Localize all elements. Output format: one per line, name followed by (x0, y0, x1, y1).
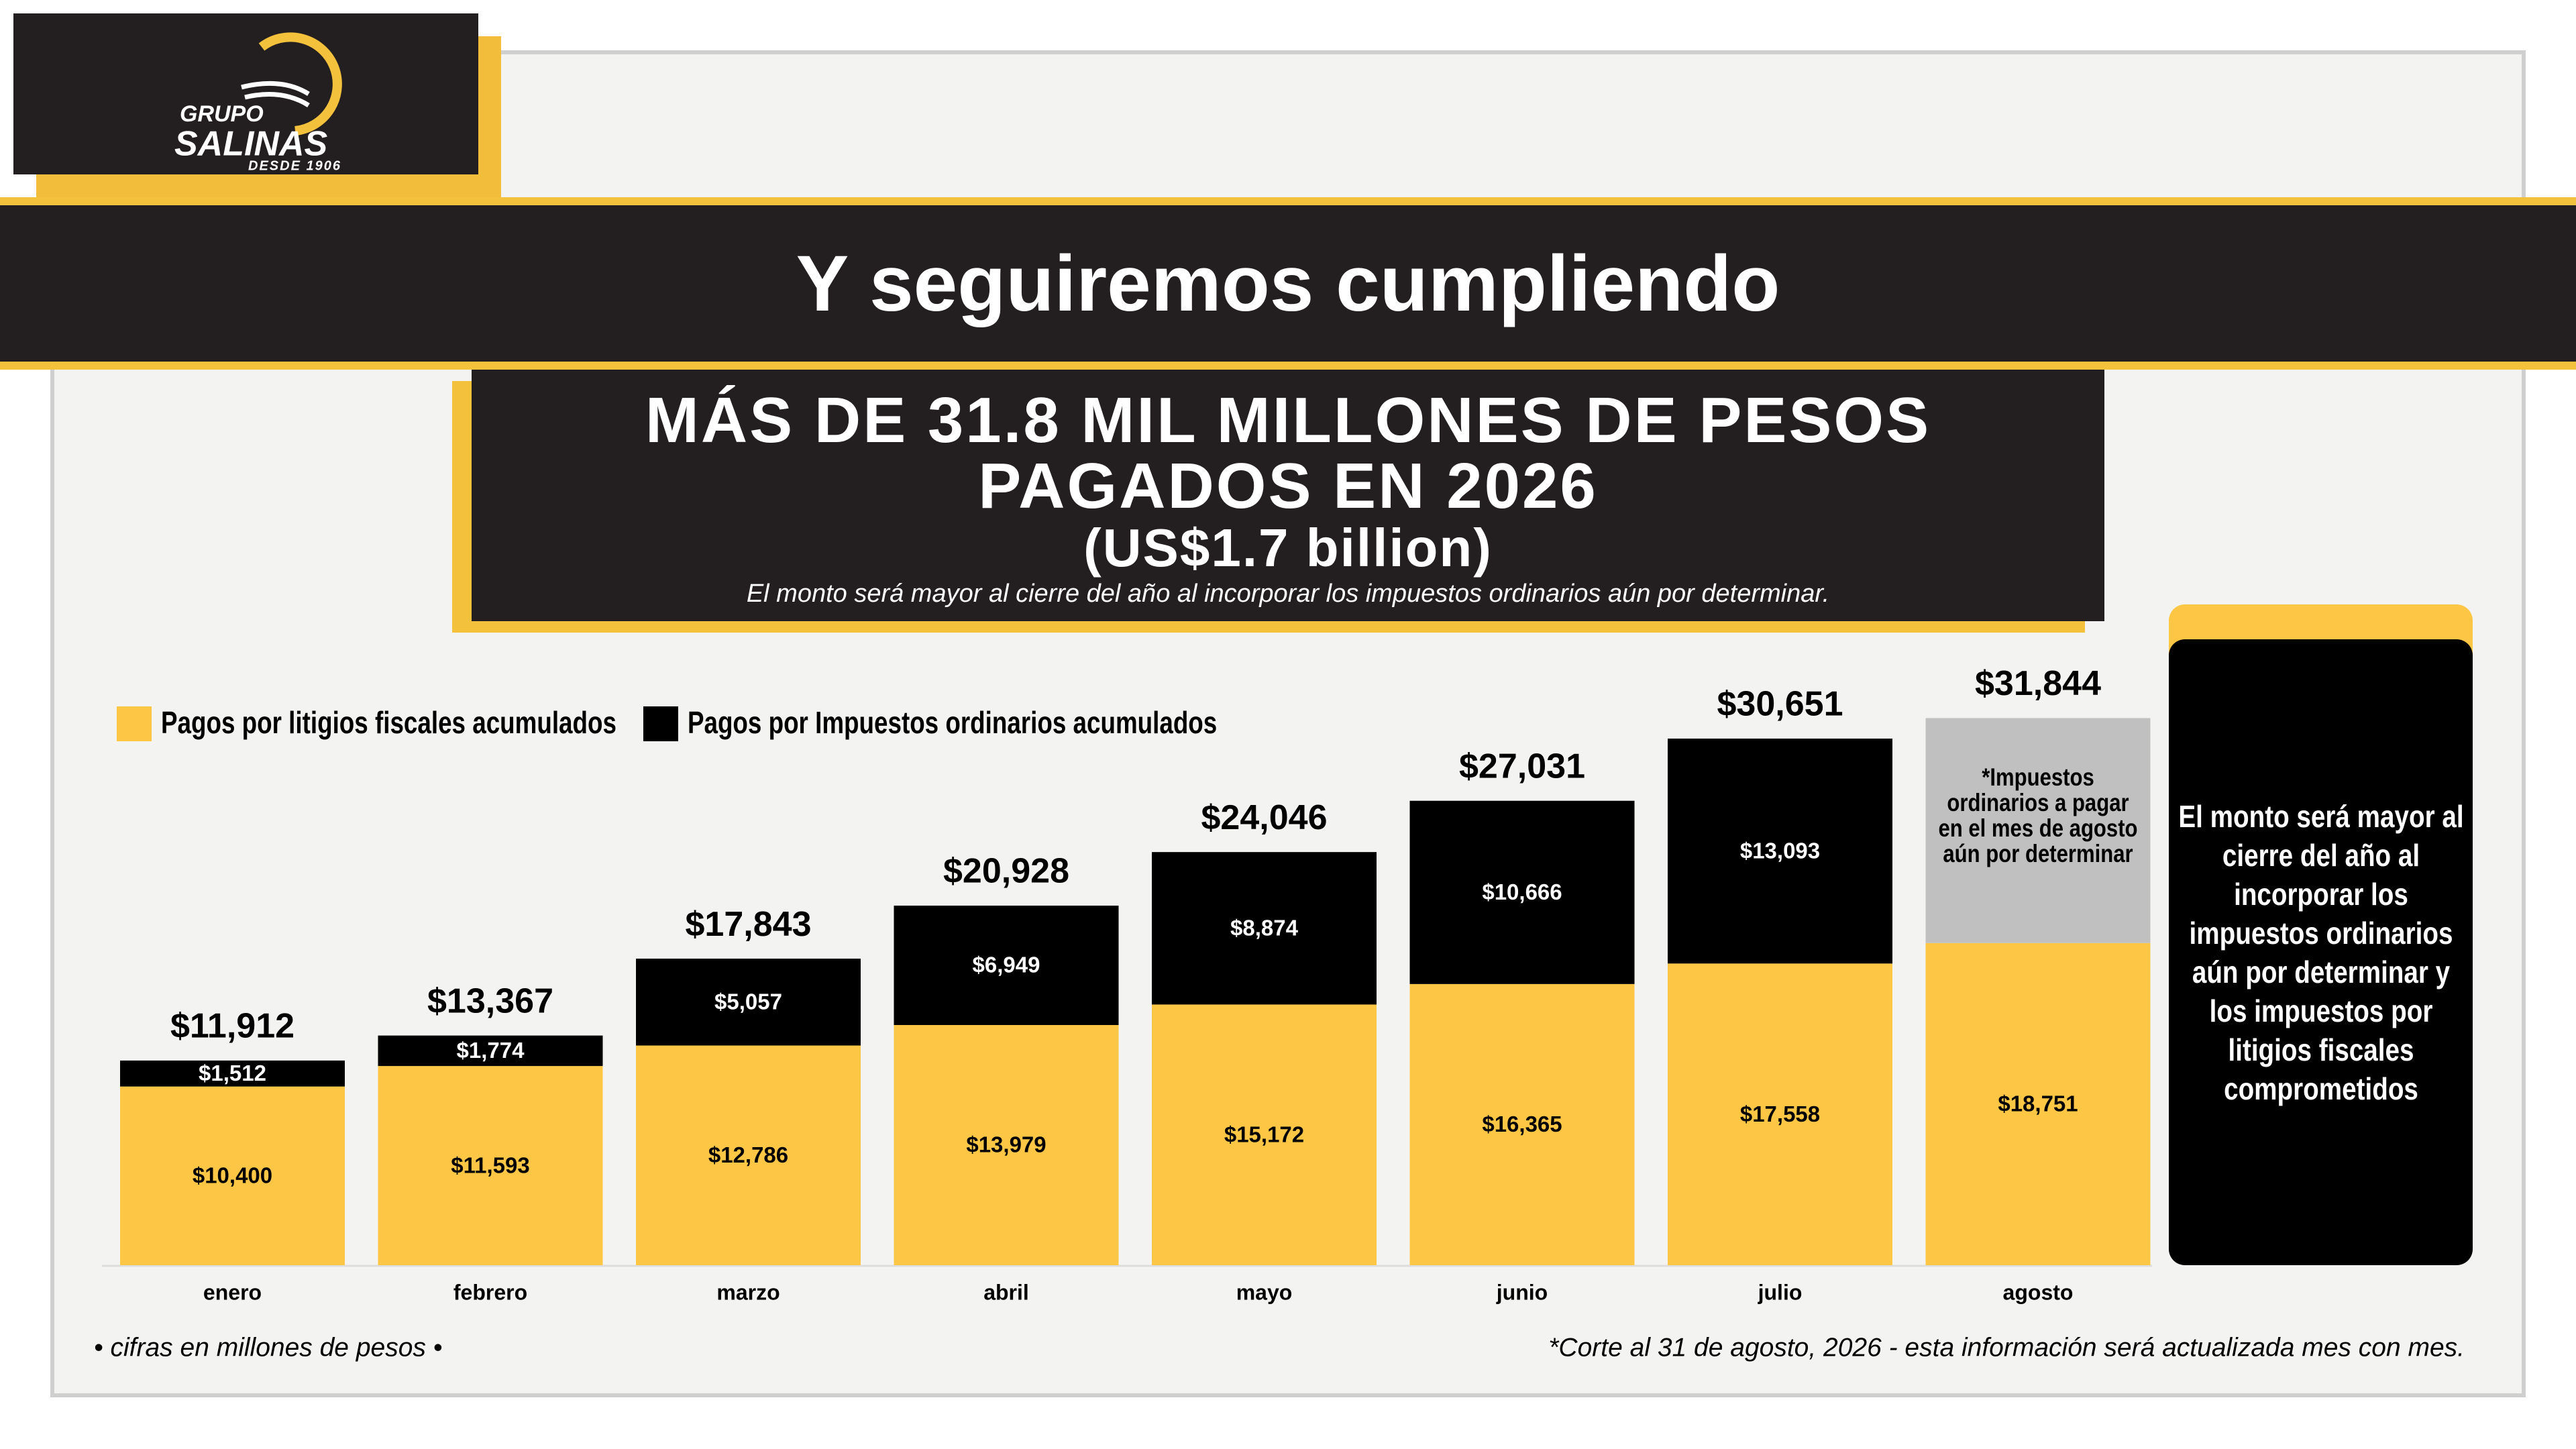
header-title: Y seguiremos cumpliendo (796, 239, 1780, 328)
legend-label: Pagos por litigios fiscales acumulados (161, 705, 616, 740)
total-label: $30,651 (1717, 685, 1843, 724)
segment-label: $17,558 (1740, 1102, 1820, 1126)
bar-segment (378, 1035, 603, 1067)
total-label: $27,031 (1459, 747, 1585, 786)
segment-label: $18,751 (1998, 1091, 2078, 1116)
logo-tagline: DESDE 1906 (248, 158, 341, 173)
bar-segment (636, 959, 861, 1046)
total-label: $31,844 (1975, 664, 2101, 703)
legend-label: Pagos por Impuestos ordinarios acumulado… (688, 705, 1217, 740)
segment-annotation: *Impuestos ordinarios a pagar en el mes … (1926, 765, 2151, 867)
segment-label: $1,512 (199, 1061, 266, 1085)
segment-label: $8,874 (1230, 916, 1299, 941)
footnote-left: • cifras en millones de pesos • (94, 1333, 442, 1362)
segment-label: $12,786 (708, 1142, 788, 1167)
logo-top: GRUPO (180, 101, 264, 127)
bar-segment (894, 1024, 1119, 1265)
legend-swatch (643, 706, 678, 741)
segment-label: $5,057 (714, 989, 782, 1014)
segment-label: $10,400 (193, 1163, 272, 1188)
bar-segment (894, 906, 1119, 1025)
bar-segment (1668, 963, 1892, 1265)
headline-note: El monto será mayor al cierre del año al… (746, 580, 1830, 608)
x-tick-label: agosto (2003, 1280, 2074, 1304)
total-label: $24,046 (1201, 798, 1328, 837)
side-box: El monto será mayor al cierre del año al… (2169, 639, 2473, 1265)
x-tick-label: julio (1758, 1280, 1803, 1304)
bar-segment (1409, 983, 1635, 1265)
segment-label: $16,365 (1482, 1112, 1562, 1136)
bar-segment (378, 1066, 603, 1265)
bar-segment (636, 1045, 861, 1265)
segment-label: $10,666 (1482, 879, 1562, 904)
total-label: $17,843 (686, 905, 812, 944)
x-tick-label: mayo (1236, 1280, 1293, 1304)
x-tick-label: junio (1496, 1280, 1548, 1304)
logo-arc (258, 32, 342, 136)
segment-label: $13,979 (966, 1132, 1046, 1157)
bar-segment (120, 1086, 345, 1265)
header-band: Y seguiremos cumpliendo (0, 197, 2576, 370)
x-tick-label: febrero (453, 1280, 527, 1304)
segment-label: $13,093 (1740, 838, 1820, 863)
legend-swatch (117, 706, 152, 741)
segment-label: $15,172 (1224, 1122, 1304, 1146)
headline-box: MÁS DE 31.8 MIL MILLONES DE PESOS PAGADO… (472, 370, 2104, 621)
segment-label: $6,949 (973, 953, 1040, 977)
segment-label: $1,774 (457, 1038, 525, 1063)
logo: GRUPO SALINAS DESDE 1906 (13, 13, 478, 174)
bar-segment (1152, 852, 1377, 1005)
logo-graphic: GRUPO SALINAS DESDE 1906 (174, 32, 342, 173)
side-note: El monto será mayor al cierre del año al… (2178, 798, 2464, 1106)
headline-line: MÁS DE 31.8 MIL MILLONES DE PESOS (645, 384, 1931, 456)
total-label: $13,367 (427, 981, 553, 1020)
bar-segment (1409, 800, 1635, 984)
footnote-right: *Corte al 31 de agosto, 2026 - esta info… (1548, 1333, 2465, 1362)
logo-stripes (241, 80, 310, 107)
headline-subline: (US$1.7 billion) (1083, 518, 1493, 578)
bar-segment (1925, 943, 2151, 1265)
annotation-text: *Impuestos ordinarios a pagar en el mes … (1938, 763, 2138, 868)
logo-name: SALINAS (174, 125, 328, 164)
segment-label: $11,593 (451, 1152, 529, 1177)
x-tick-label: enero (203, 1280, 262, 1304)
total-label: $11,912 (170, 1007, 294, 1046)
x-tick-label: marzo (716, 1280, 780, 1304)
bar-segment (1668, 738, 1892, 964)
x-tick-label: abril (983, 1280, 1029, 1304)
bar-segment (1152, 1004, 1377, 1265)
headline-line: PAGADOS EN 2026 (978, 450, 1598, 522)
bar-segment (1925, 718, 2151, 943)
total-label: $20,928 (943, 852, 1069, 891)
bar-segment (120, 1060, 345, 1087)
